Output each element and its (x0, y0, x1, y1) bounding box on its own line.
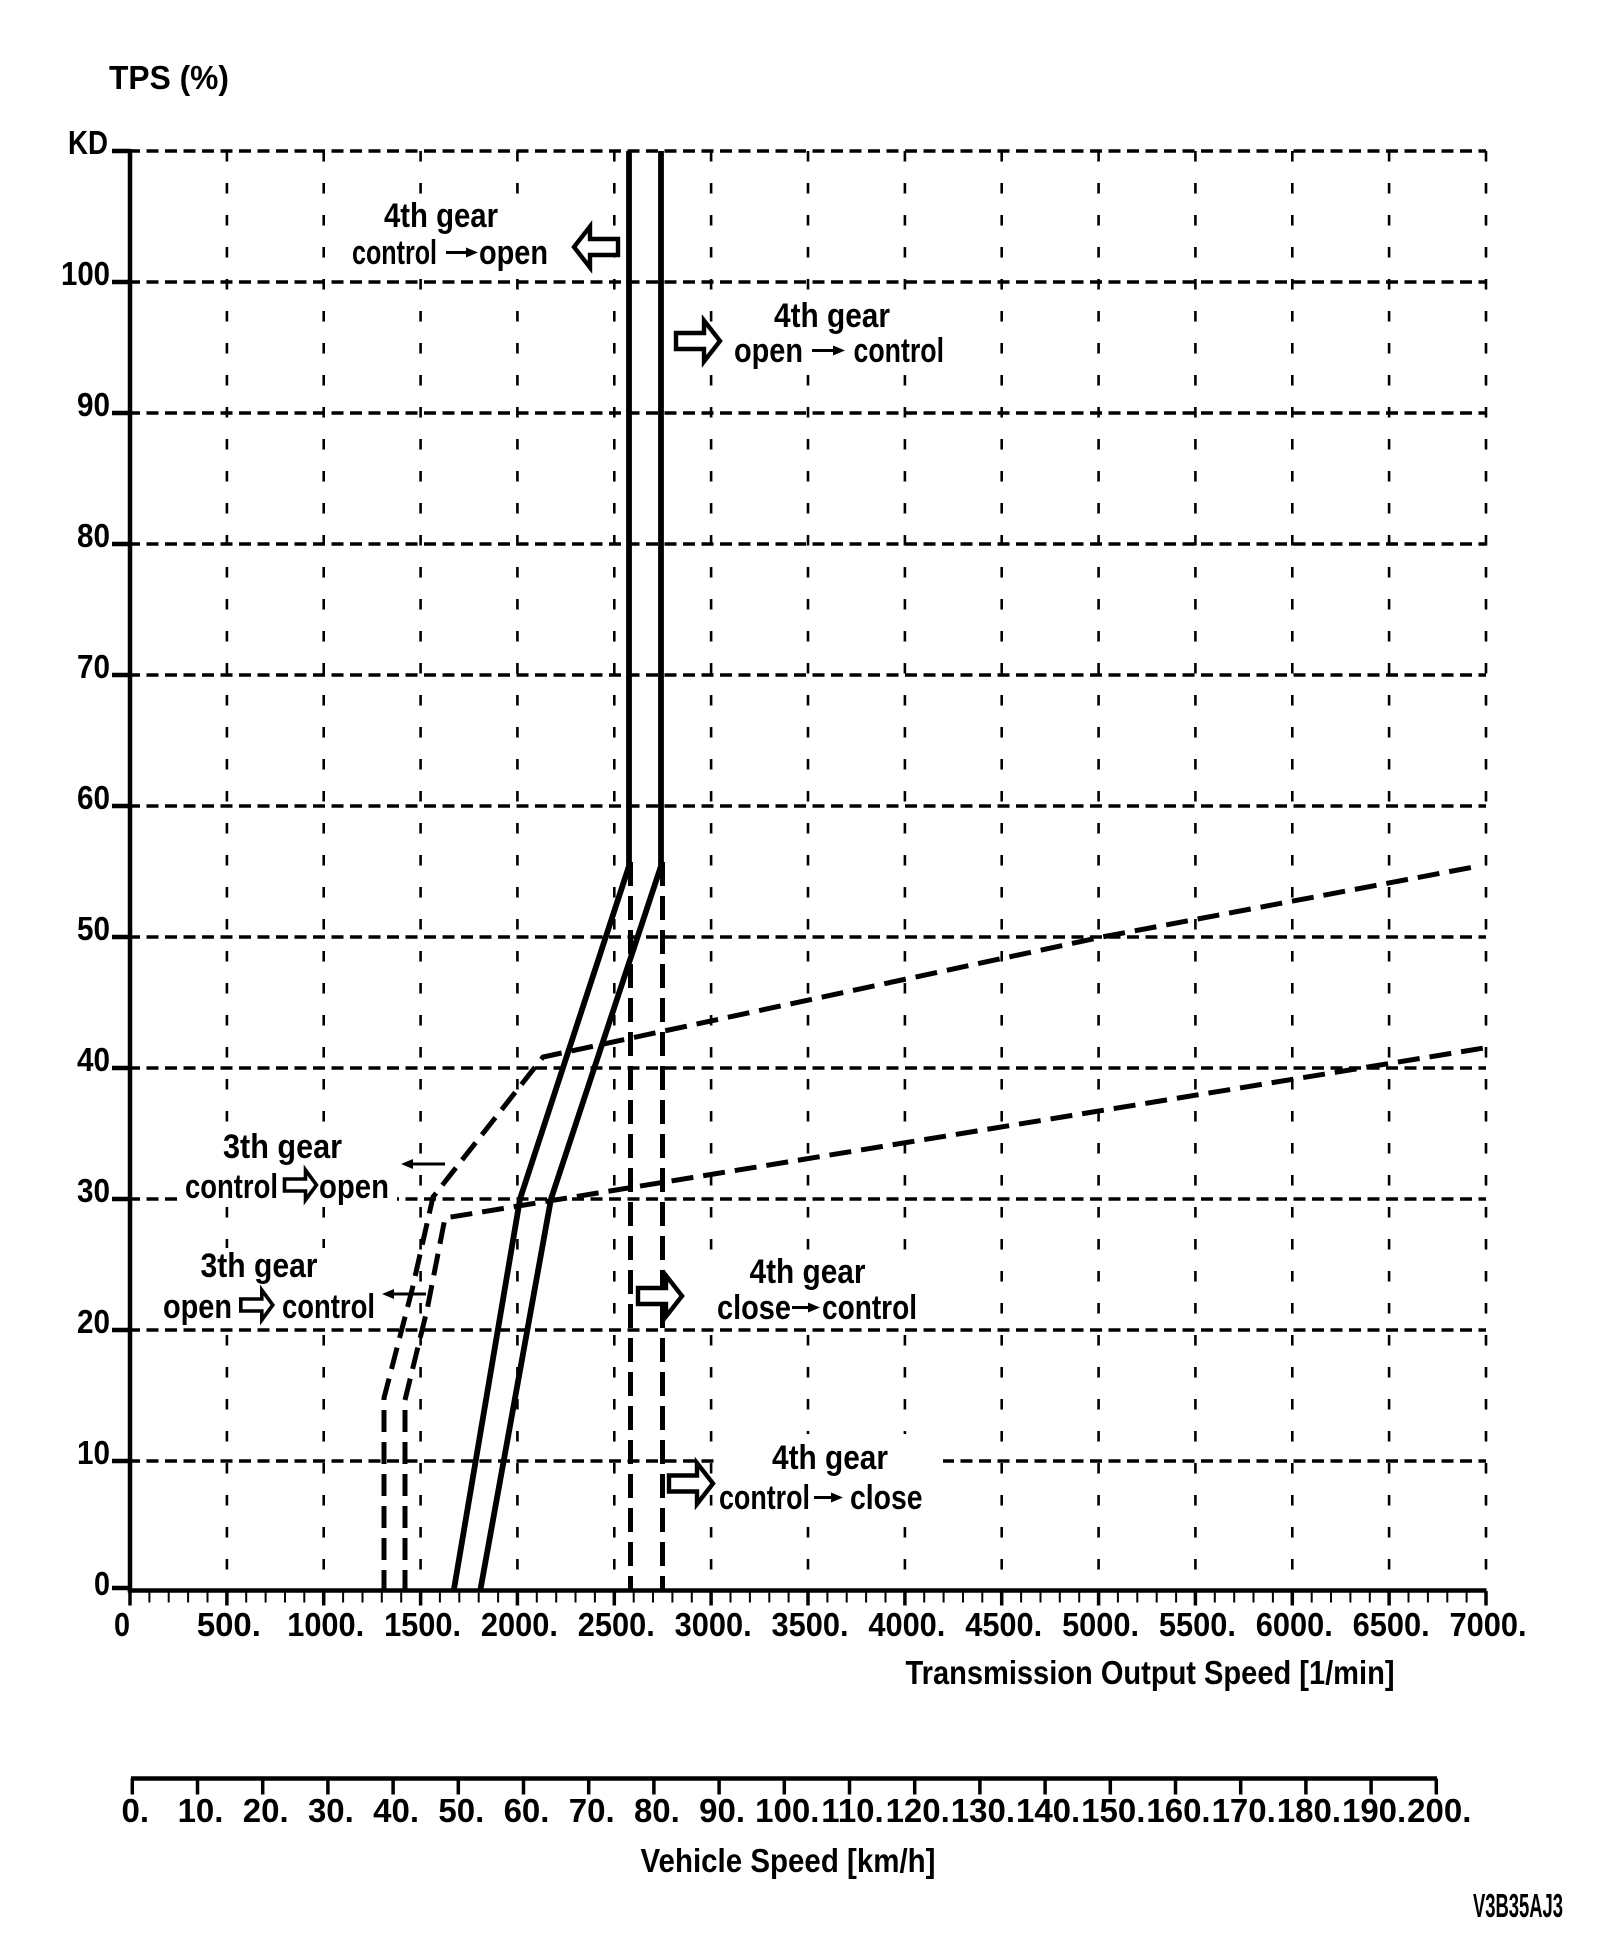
svg-text:100.: 100. (755, 1792, 819, 1829)
svg-text:5500.: 5500. (1159, 1606, 1236, 1643)
svg-text:3th gear: 3th gear (201, 1247, 318, 1285)
svg-text:1000.: 1000. (287, 1606, 364, 1643)
svg-text:30.: 30. (308, 1792, 354, 1829)
svg-text:4th gear: 4th gear (774, 297, 890, 335)
svg-text:Transmission Output Speed [1/m: Transmission Output Speed [1/min] (906, 1654, 1395, 1691)
svg-text:4th gear: 4th gear (750, 1253, 866, 1291)
svg-text:open: open (163, 1288, 232, 1326)
svg-text:170.: 170. (1212, 1792, 1276, 1829)
svg-text:4500.: 4500. (965, 1606, 1042, 1643)
svg-text:60: 60 (77, 779, 110, 816)
svg-text:50: 50 (77, 910, 110, 947)
svg-text:90.: 90. (699, 1792, 745, 1829)
svg-text:200.: 200. (1407, 1792, 1471, 1829)
svg-text:110.: 110. (821, 1792, 883, 1829)
svg-text:4th gear: 4th gear (772, 1439, 888, 1477)
svg-text:70.: 70. (569, 1792, 615, 1829)
svg-text:2000.: 2000. (481, 1606, 558, 1643)
svg-text:90: 90 (77, 386, 110, 423)
svg-text:20.: 20. (243, 1792, 289, 1829)
svg-text:0: 0 (114, 1606, 130, 1643)
svg-text:3500.: 3500. (772, 1606, 849, 1643)
svg-text:20: 20 (77, 1303, 110, 1340)
svg-text:0: 0 (94, 1565, 110, 1602)
svg-text:10: 10 (77, 1434, 110, 1471)
svg-text:control: control (282, 1288, 375, 1326)
svg-text:80.: 80. (634, 1792, 680, 1829)
svg-text:120.: 120. (886, 1792, 950, 1829)
svg-text:130.: 130. (951, 1792, 1015, 1829)
svg-text:180.: 180. (1277, 1792, 1341, 1829)
svg-text:60.: 60. (504, 1792, 550, 1829)
svg-text:open: open (319, 1168, 389, 1206)
svg-text:190.: 190. (1342, 1792, 1406, 1829)
svg-text:7000.: 7000. (1450, 1606, 1527, 1643)
svg-text:control: control (854, 332, 945, 370)
svg-text:100: 100 (61, 255, 110, 292)
svg-text:0.: 0. (122, 1792, 150, 1829)
svg-text:KD: KD (68, 124, 108, 161)
svg-text:close: close (850, 1479, 923, 1517)
svg-text:6000.: 6000. (1256, 1606, 1333, 1643)
svg-text:150.: 150. (1081, 1792, 1145, 1829)
svg-text:50.: 50. (438, 1792, 484, 1829)
svg-text:140.: 140. (1016, 1792, 1080, 1829)
svg-text:6500.: 6500. (1353, 1606, 1430, 1643)
svg-text:open: open (734, 332, 803, 370)
svg-text:open: open (479, 234, 548, 272)
svg-text:40: 40 (77, 1041, 110, 1078)
svg-text:70: 70 (77, 648, 110, 685)
svg-text:close: close (717, 1289, 791, 1327)
svg-text:160.: 160. (1146, 1792, 1210, 1829)
svg-text:control: control (185, 1168, 278, 1206)
svg-text:500.: 500. (197, 1606, 261, 1643)
svg-text:30: 30 (77, 1172, 110, 1209)
svg-text:5000.: 5000. (1062, 1606, 1139, 1643)
svg-text:3000.: 3000. (675, 1606, 752, 1643)
svg-text:V3B35AJ3: V3B35AJ3 (1473, 1887, 1563, 1924)
svg-text:4000.: 4000. (868, 1606, 945, 1643)
svg-text:1500.: 1500. (384, 1606, 461, 1643)
svg-text:80: 80 (77, 517, 110, 554)
svg-text:control: control (719, 1479, 810, 1517)
svg-text:Vehicle Speed [km/h]: Vehicle Speed [km/h] (641, 1842, 936, 1879)
svg-text:control: control (822, 1289, 917, 1327)
svg-text:10.: 10. (178, 1792, 224, 1829)
svg-text:2500.: 2500. (578, 1606, 655, 1643)
svg-text:4th gear: 4th gear (384, 197, 498, 235)
svg-text:3th gear: 3th gear (223, 1128, 342, 1166)
svg-text:control: control (352, 234, 437, 272)
svg-text:40.: 40. (373, 1792, 419, 1829)
svg-text:TPS (%): TPS (%) (109, 59, 229, 96)
